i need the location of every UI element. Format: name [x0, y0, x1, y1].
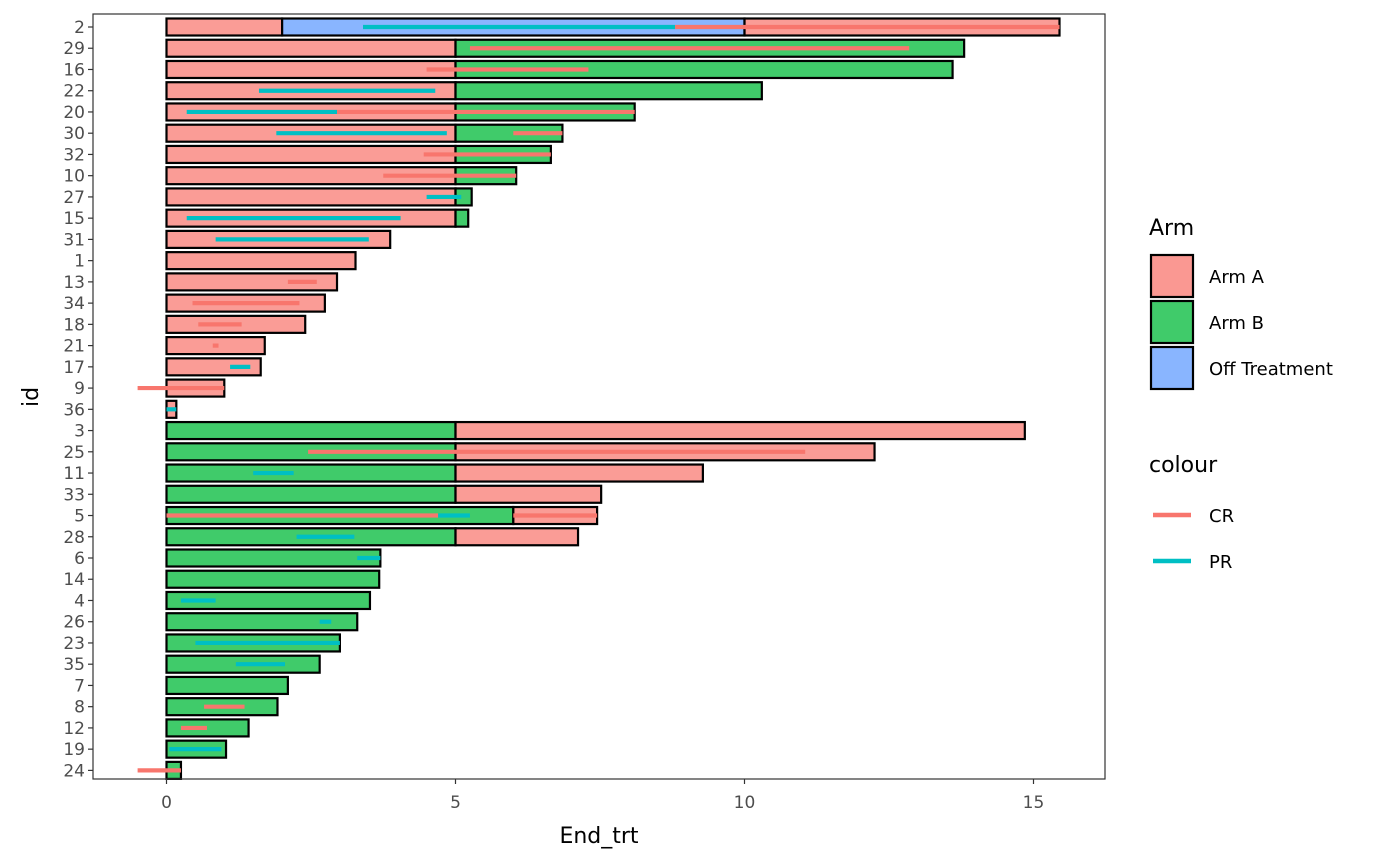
x-tick-label-0: 0 [161, 793, 172, 813]
y-tick-label-35: 35 [63, 655, 85, 675]
y-tick-label-36: 36 [63, 400, 85, 420]
bar-segment-33-1 [454, 484, 603, 504]
y-tick-label-27: 27 [63, 188, 85, 208]
x-axis-title: End_trt [559, 824, 638, 849]
y-tick-label-18: 18 [63, 315, 85, 335]
fill-legend-title: Arm [1149, 216, 1194, 241]
legend-key-arm-a [1149, 253, 1195, 299]
bar-segment-6-0 [165, 548, 382, 568]
y-tick-label-1: 1 [74, 252, 85, 272]
bar-segment-16-0 [165, 59, 457, 80]
y-tick-label-22: 22 [63, 82, 85, 102]
legend-label-arm-a: Arm A [1209, 267, 1265, 288]
legend-key-arm-b [1149, 299, 1195, 345]
y-tick-label-4: 4 [74, 591, 85, 611]
y-tick-label-7: 7 [74, 676, 85, 696]
bar-segment-4-0 [165, 590, 372, 611]
bar-segment-32-0 [165, 144, 457, 165]
y-tick-label-33: 33 [63, 485, 85, 505]
y-tick-label-3: 3 [74, 422, 85, 442]
y-tick-label-20: 20 [63, 103, 85, 123]
y-tick-label-26: 26 [63, 613, 85, 633]
y-tick-label-10: 10 [63, 167, 85, 187]
y-tick-label-21: 21 [63, 337, 85, 357]
y-tick-label-31: 31 [63, 230, 85, 250]
y-tick-label-23: 23 [63, 634, 85, 654]
y-tick-label-14: 14 [63, 570, 85, 590]
legend-label-cr: CR [1209, 506, 1234, 527]
legend-key-off-treatment [1149, 345, 1195, 391]
bar-segment-28-1 [454, 527, 580, 547]
bar-segment-17-0 [165, 357, 262, 377]
y-tick-label-19: 19 [63, 740, 85, 760]
bar-segment-14-0 [165, 569, 381, 589]
legend-label-pr: PR [1209, 552, 1232, 573]
y-tick-label-5: 5 [74, 507, 85, 527]
y-tick-label-29: 29 [63, 39, 85, 59]
y-tick-label-6: 6 [74, 549, 85, 569]
bar-segment-22-1 [454, 81, 763, 101]
bar-segment-3-1 [454, 420, 1026, 441]
y-tick-label-13: 13 [63, 273, 85, 293]
y-tick-label-24: 24 [63, 761, 85, 781]
bar-segment-1-0 [165, 251, 357, 271]
bar-segment-13-0 [165, 272, 339, 292]
response-lines-layer [137, 24, 1060, 773]
x-tick-label-5: 5 [450, 793, 461, 813]
bar-segment-15-1 [454, 208, 470, 228]
x-axis: 0 5 10 15 [161, 779, 1044, 813]
bar-segment-2-0 [165, 17, 284, 37]
y-tick-label-28: 28 [63, 528, 85, 548]
y-tick-label-30: 30 [63, 124, 85, 144]
y-tick-label-32: 32 [63, 145, 85, 165]
y-tick-label-15: 15 [63, 209, 85, 229]
bar-segment-7-0 [165, 675, 289, 696]
bar-segment-29-0 [165, 38, 457, 58]
y-tick-label-11: 11 [63, 464, 85, 484]
bar-segment-3-0 [165, 420, 457, 441]
bar-segment-11-1 [454, 463, 704, 483]
x-tick-label-10: 10 [734, 793, 756, 813]
y-tick-label-12: 12 [63, 719, 85, 739]
colour-legend-items: CR PR [1153, 506, 1234, 573]
y-axis: 2291622203032102715311133418211793632511… [63, 18, 93, 781]
colour-legend-title: colour [1149, 453, 1218, 478]
legend: Arm Arm A Arm B Off Treatment colour CR PR [1149, 216, 1333, 573]
y-tick-label-34: 34 [63, 294, 85, 314]
y-tick-label-2: 2 [74, 18, 85, 38]
bar-segment-27-0 [165, 187, 457, 207]
fill-legend-items: Arm A Arm B Off Treatment [1149, 253, 1333, 391]
legend-label-arm-b: Arm B [1209, 313, 1264, 334]
y-axis-title: id [19, 387, 44, 407]
y-tick-label-16: 16 [63, 60, 85, 80]
y-tick-label-25: 25 [63, 443, 85, 463]
bar-segment-26-0 [165, 612, 359, 632]
bar-segment-33-0 [165, 484, 457, 504]
plot-panel-border [92, 13, 1106, 780]
legend-label-off-treatment: Off Treatment [1209, 359, 1333, 380]
x-tick-label-15: 15 [1023, 793, 1045, 813]
bar-segment-11-0 [165, 463, 457, 483]
y-tick-label-8: 8 [74, 698, 85, 718]
y-tick-label-9: 9 [74, 379, 85, 399]
bar-segment-12-0 [165, 718, 250, 738]
y-tick-label-17: 17 [63, 358, 85, 378]
